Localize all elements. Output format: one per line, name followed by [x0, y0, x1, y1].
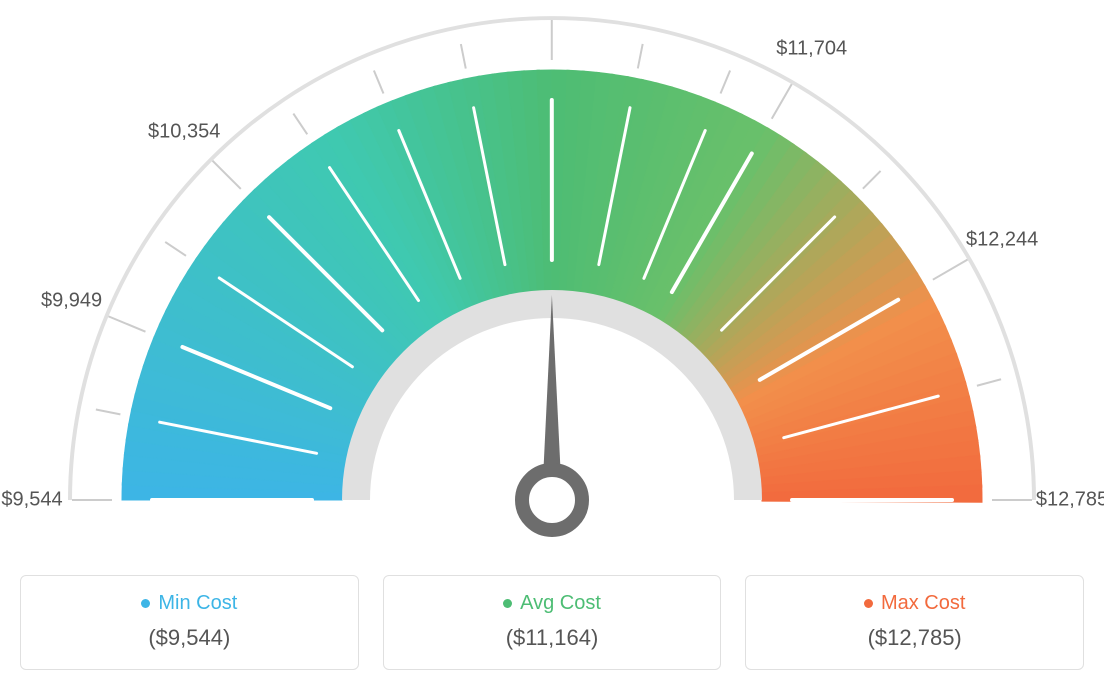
max-cost-title: Max Cost: [864, 592, 965, 615]
gauge-tick-label: $10,354: [148, 121, 220, 144]
avg-cost-card: Avg Cost ($11,164): [383, 575, 722, 670]
min-cost-title: Min Cost: [141, 592, 237, 615]
dot-icon: [503, 599, 512, 608]
min-cost-title-text: Min Cost: [158, 592, 237, 615]
gauge-tick-label: $9,949: [41, 290, 102, 313]
avg-cost-title: Avg Cost: [503, 592, 601, 615]
max-cost-card: Max Cost ($12,785): [745, 575, 1084, 670]
gauge-tick-label: $9,544: [1, 489, 62, 512]
dot-icon: [141, 599, 150, 608]
avg-cost-value: ($11,164): [396, 625, 709, 651]
min-cost-card: Min Cost ($9,544): [20, 575, 359, 670]
gauge-svg: [0, 0, 1104, 560]
min-cost-value: ($9,544): [33, 625, 346, 651]
gauge-chart: $9,544$9,949$10,354$11,164$11,704$12,244…: [0, 0, 1104, 560]
gauge-tick-label: $12,244: [966, 228, 1038, 251]
gauge-tick-label: $11,704: [776, 38, 847, 61]
avg-cost-title-text: Avg Cost: [520, 592, 601, 615]
summary-cards: Min Cost ($9,544) Avg Cost ($11,164) Max…: [20, 575, 1084, 670]
gauge-tick-label: $12,785: [1036, 489, 1104, 512]
max-cost-value: ($12,785): [758, 625, 1071, 651]
dot-icon: [864, 599, 873, 608]
max-cost-title-text: Max Cost: [881, 592, 965, 615]
